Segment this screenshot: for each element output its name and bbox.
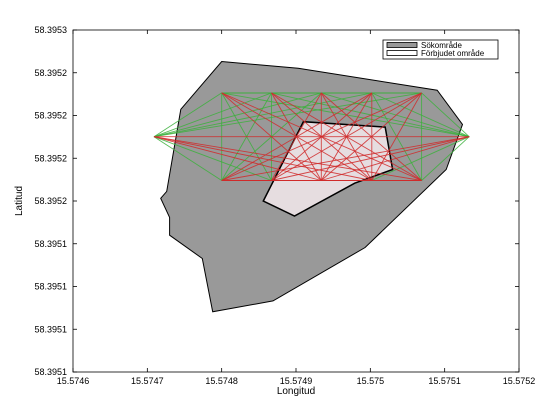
x-axis-label: Longitud: [277, 386, 315, 397]
legend-label: Förbjudet område: [421, 49, 485, 58]
visible-edge-line: [421, 92, 470, 138]
visible-edge-line: [271, 92, 470, 138]
y-tick-label: 58.3951: [34, 367, 67, 377]
x-tick-label: 15.5751: [428, 376, 461, 386]
visible-edge-line: [421, 136, 470, 181]
visible-edge-line: [221, 92, 470, 138]
y-tick-label: 58.3952: [34, 153, 67, 163]
y-tick-label: 58.3952: [34, 111, 67, 121]
visible-edge-line: [153, 136, 272, 181]
legend-swatch: [386, 42, 418, 48]
blocked-edge-line: [153, 136, 372, 181]
y-axis-label: Latitud: [14, 186, 25, 216]
x-tick-label: 15.5752: [503, 376, 536, 386]
y-tick-label: 58.3952: [34, 68, 67, 78]
visible-edge-line: [153, 92, 272, 138]
y-tick-label: 58.3953: [34, 25, 67, 35]
visible-edge-line: [153, 136, 222, 181]
visible-edge-line: [371, 136, 470, 181]
x-tick-label: 15.5747: [131, 376, 164, 386]
y-tick-label: 58.3951: [34, 282, 67, 292]
legend-label: Sökområde: [421, 41, 462, 50]
legend-swatch: [386, 50, 418, 56]
visible-edge-line: [321, 92, 470, 138]
blocked-edge-line: [153, 136, 322, 181]
visible-edge-line: [153, 92, 422, 138]
y-tick-label: 58.3952: [34, 196, 67, 206]
visible-edge-line: [371, 92, 470, 138]
x-tick-label: 15.5748: [205, 376, 238, 386]
blocked-edge-line: [321, 136, 470, 181]
visible-edge-line: [153, 92, 372, 138]
blocked-edge-line: [221, 136, 470, 181]
x-tick-label: 15.5746: [57, 376, 90, 386]
x-tick-label: 15.575: [357, 376, 385, 386]
blocked-edge-line: [153, 136, 422, 181]
x-tick-label: 15.5749: [280, 376, 313, 386]
visible-edge-line: [153, 92, 322, 138]
y-tick-label: 58.3951: [34, 324, 67, 334]
visible-edge-line: [153, 92, 222, 138]
blocked-edge-line: [271, 136, 470, 181]
y-tick-label: 58.3951: [34, 239, 67, 249]
